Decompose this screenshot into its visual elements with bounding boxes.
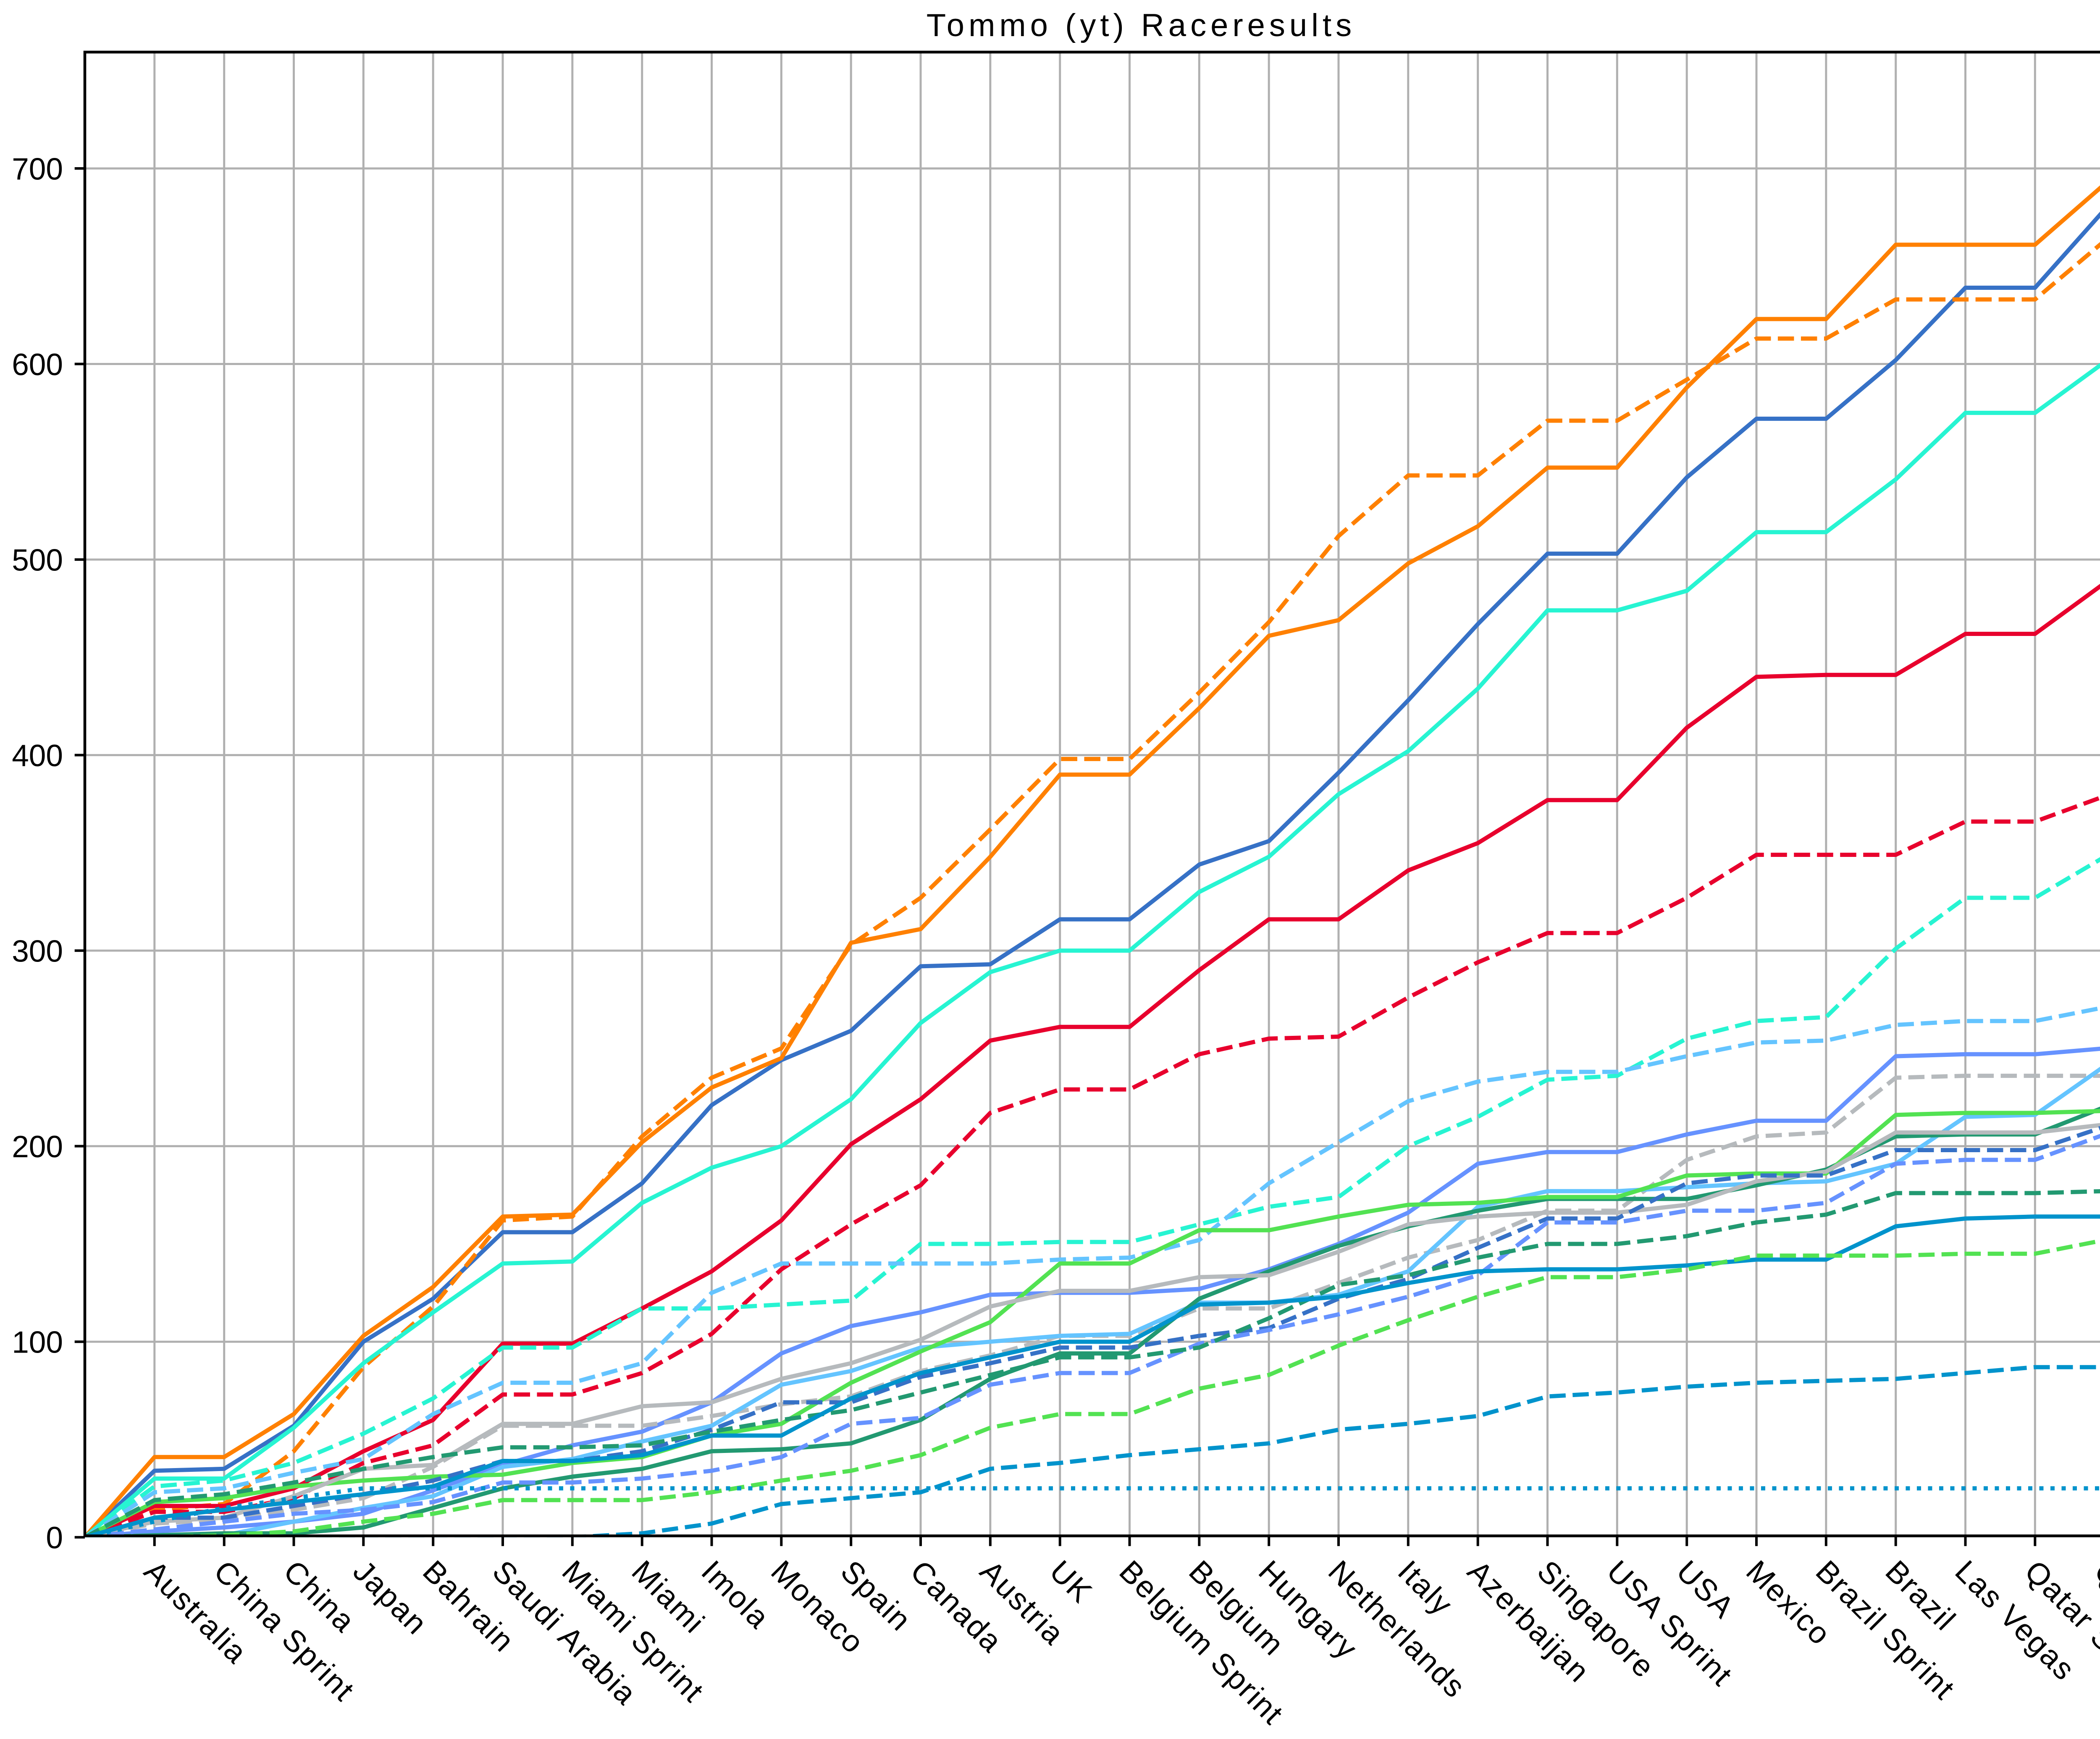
svg-text:400: 400 [12, 739, 63, 773]
svg-text:100: 100 [12, 1326, 63, 1360]
svg-text:700: 700 [12, 152, 63, 186]
svg-text:Tommo (yt) Raceresults: Tommo (yt) Raceresults [927, 8, 1356, 43]
svg-text:500: 500 [12, 543, 63, 577]
svg-text:200: 200 [12, 1130, 63, 1164]
svg-text:600: 600 [12, 348, 63, 382]
svg-text:300: 300 [12, 934, 63, 968]
svg-text:0: 0 [46, 1521, 63, 1555]
